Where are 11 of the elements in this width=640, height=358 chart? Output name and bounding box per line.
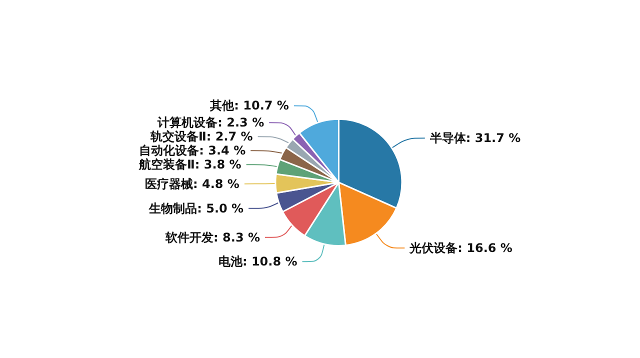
slice-label: 软件开发: 8.3 % [164,230,260,244]
slice-label: 航空装备Ⅱ: 3.8 % [138,158,242,172]
slice-label: 其他: 10.7 % [209,98,289,113]
slice-label: 光伏设备: 16.6 % [408,241,512,256]
slice-label: 医疗器械: 4.8 % [145,176,240,191]
slice-label: 电池: 10.8 % [218,254,298,269]
slice-label: 计算机设备: 2.3 % [156,116,264,130]
slice-label: 生物制品: 5.0 % [148,201,244,216]
slice-label: 轨交设备Ⅱ: 2.7 % [149,130,253,144]
slice-label: 半导体: 31.7 % [428,131,521,146]
slice-label: 自动化设备: 3.4 % [139,144,246,158]
